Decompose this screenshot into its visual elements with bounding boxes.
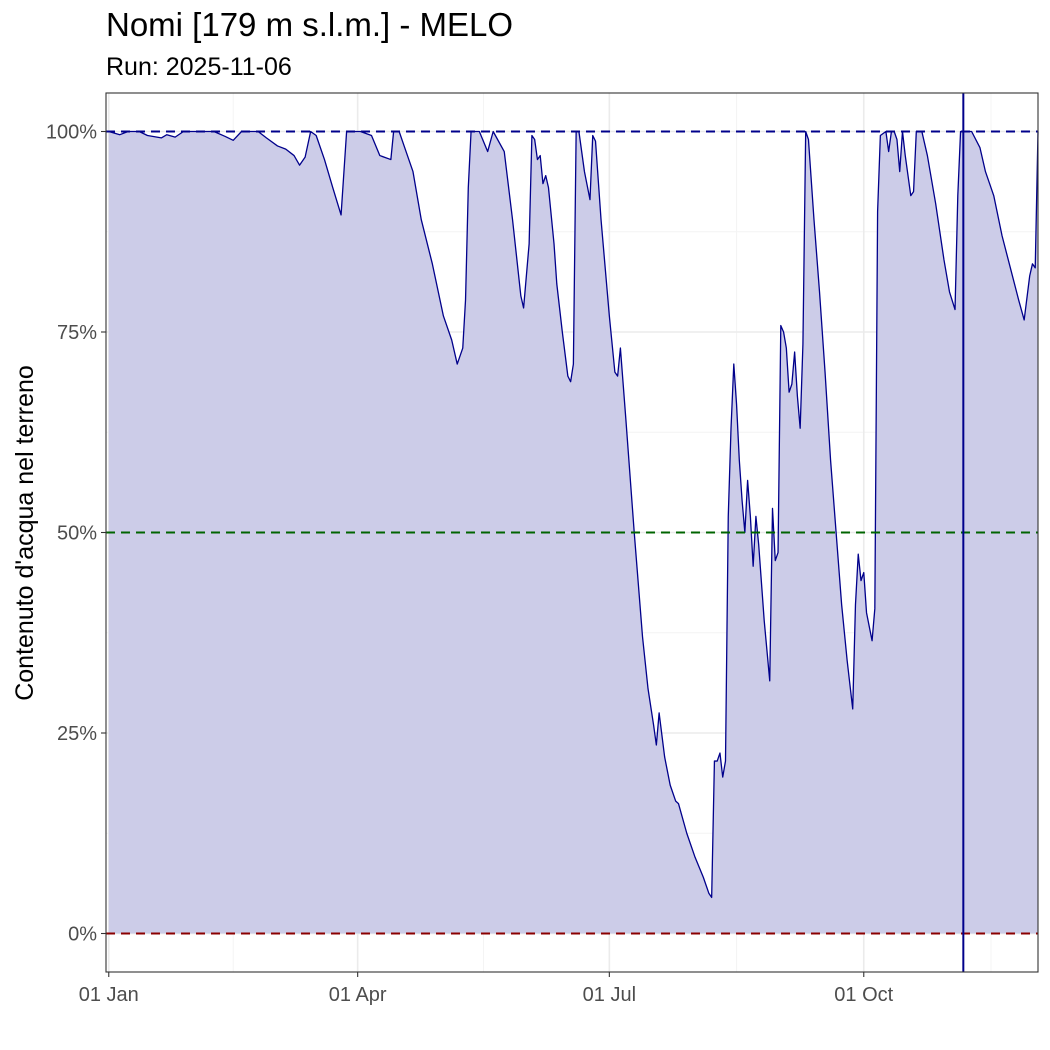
y-axis-label: Contenuto d'acqua nel terreno xyxy=(11,365,39,701)
y-tick-label: 100% xyxy=(46,121,97,143)
series-line xyxy=(108,130,1039,899)
y-axis-ticks: 0% 25% 50% 75% 100% xyxy=(46,121,106,946)
y-tick-label: 50% xyxy=(57,523,97,545)
y-tick-label: 25% xyxy=(57,723,97,745)
y-tick-label: 75% xyxy=(57,322,97,344)
x-axis-ticks: 01 Jan 01 Apr 01 Jul 01 Oct xyxy=(79,972,894,1006)
x-tick-label: 01 Oct xyxy=(834,984,893,1006)
chart-subtitle: Run: 2025-11-06 xyxy=(106,53,292,81)
panel-border xyxy=(105,92,1039,973)
x-tick-label: 01 Apr xyxy=(329,984,387,1006)
x-tick-label: 01 Jul xyxy=(583,984,636,1006)
x-tick-label: 01 Jan xyxy=(79,984,139,1006)
chart-title: Nomi [179 m s.l.m.] - MELO xyxy=(106,6,513,43)
reference-lines xyxy=(106,93,1038,972)
y-tick-label: 0% xyxy=(68,924,97,946)
